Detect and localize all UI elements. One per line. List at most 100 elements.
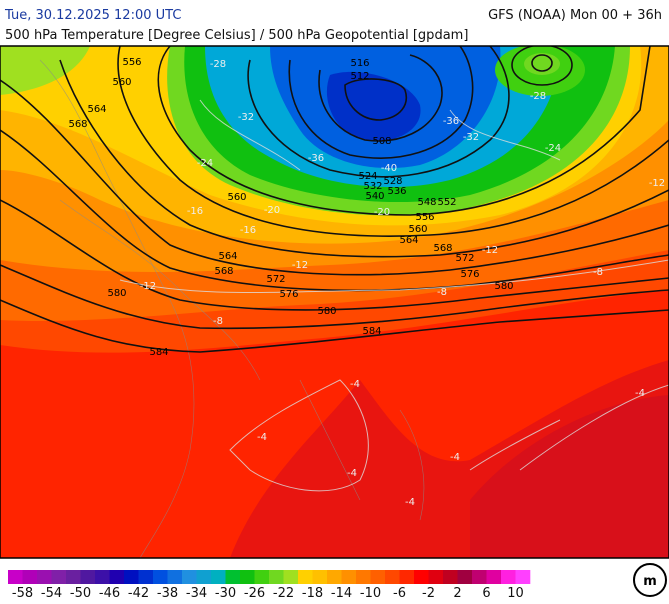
colorbar-swatch xyxy=(167,570,183,584)
colorbar-swatch xyxy=(428,570,444,584)
geopotential-label: 580 xyxy=(317,306,336,317)
geopotential-label: 568 xyxy=(214,266,233,277)
colorbar-tick-label: -54 xyxy=(41,586,62,600)
colorbar-swatch xyxy=(211,570,226,584)
colorbar-tick-label: -2 xyxy=(422,586,435,600)
colorbar-tick-label: -6 xyxy=(393,586,406,600)
geopotential-label: 580 xyxy=(494,281,513,292)
colorbar-swatch xyxy=(385,570,400,584)
colorbar-swatch xyxy=(370,570,386,584)
colorbar-swatch xyxy=(196,570,212,584)
colorbar-swatch xyxy=(283,570,299,584)
colorbar-swatch xyxy=(66,570,81,584)
temperature-label: -24 xyxy=(545,143,561,154)
geopotential-label: 580 xyxy=(107,288,126,299)
geopotential-label: 560 xyxy=(408,224,427,235)
colorbar-tick-label: -50 xyxy=(70,586,91,600)
geopotential-label: 516 xyxy=(350,58,369,69)
temperature-label: -4 xyxy=(257,432,267,443)
geopotential-label: 552 xyxy=(437,197,456,208)
temperature-label: -4 xyxy=(350,379,360,390)
logo xyxy=(633,563,667,597)
colorbar-tick-label: 6 xyxy=(482,586,490,600)
colorbar-tick-label: 2 xyxy=(453,586,461,600)
colorbar-tick-label: -26 xyxy=(244,586,265,600)
colorbar-swatch xyxy=(486,570,502,584)
temperature-label: -4 xyxy=(405,497,415,508)
temperature-label: -8 xyxy=(593,267,603,278)
colorbar-swatch xyxy=(414,570,429,584)
geopotential-label: 576 xyxy=(279,289,298,300)
geopotential-label: 560 xyxy=(112,77,131,88)
geopotential-label: 532 xyxy=(363,181,382,192)
geopotential-label: 584 xyxy=(362,326,381,337)
colorbar-tick-label: -18 xyxy=(302,586,323,600)
colorbar-swatch xyxy=(153,570,168,584)
colorbar-swatch xyxy=(515,570,531,584)
geopotential-label: 584 xyxy=(149,347,168,358)
temperature-label: -4 xyxy=(450,452,460,463)
geopotential-label: 524 xyxy=(358,171,377,182)
temperature-label: -8 xyxy=(437,287,447,298)
geopotential-label: 560 xyxy=(227,192,246,203)
geopotential-label: 568 xyxy=(433,243,452,254)
temperature-label: -20 xyxy=(264,205,280,216)
geopotential-label: 556 xyxy=(122,57,141,68)
colorbar-swatch xyxy=(457,570,473,584)
geopotential-label: 576 xyxy=(460,269,479,280)
colorbar-swatch xyxy=(182,570,197,584)
colorbar-swatch xyxy=(8,570,23,584)
colorbar-tick-label: -30 xyxy=(215,586,236,600)
colorbar-swatch xyxy=(472,570,487,584)
colorbar-swatch xyxy=(124,570,139,584)
geopotential-label: 572 xyxy=(266,274,285,285)
colorbar-tick-label: -34 xyxy=(186,586,207,600)
temperature-label: -28 xyxy=(530,91,546,102)
colorbar-swatch xyxy=(269,570,284,584)
geopotential-label: 564 xyxy=(399,235,418,246)
temperature-label: -36 xyxy=(443,116,459,127)
colorbar-tick-label: -46 xyxy=(99,586,120,600)
colorbar-swatch xyxy=(356,570,371,584)
colorbar-tick-label: -10 xyxy=(360,586,381,600)
colorbar-tick-label: -38 xyxy=(157,586,178,600)
colorbar-swatch xyxy=(254,570,270,584)
colorbar-tick-label: -42 xyxy=(128,586,149,600)
temperature-label: -4 xyxy=(635,388,645,399)
colorbar-tick-label: -22 xyxy=(273,586,294,600)
geopotential-label: 508 xyxy=(372,136,391,147)
colorbar-swatch xyxy=(95,570,110,584)
temperature-label: -40 xyxy=(381,163,397,174)
temperature-label: -16 xyxy=(187,206,203,217)
temperature-label: -12 xyxy=(649,178,665,189)
colorbar-swatch xyxy=(22,570,38,584)
colorbar-swatch xyxy=(399,570,415,584)
datetime: Tue, 30.12.2025 12:00 UTC xyxy=(4,8,181,23)
geopotential-label: 528 xyxy=(383,176,402,187)
temperature-label: -8 xyxy=(213,316,223,327)
geopotential-label: 512 xyxy=(350,71,369,82)
colorbar-tick-label: -58 xyxy=(12,586,33,600)
model-run: GFS (NOAA) Mon 00 + 36h xyxy=(488,8,662,23)
colorbar-swatch xyxy=(501,570,516,584)
colorbar-swatch xyxy=(312,570,328,584)
colorbar-swatch xyxy=(225,570,241,584)
colorbar-swatch xyxy=(341,570,357,584)
colorbar-swatch xyxy=(240,570,255,584)
geopotential-label: 564 xyxy=(87,104,106,115)
geopotential-label: 536 xyxy=(387,186,406,197)
map xyxy=(0,45,669,559)
temperature-label: -20 xyxy=(374,207,390,218)
temperature-label: -4 xyxy=(347,468,357,479)
temperature-label: -12 xyxy=(292,260,308,271)
geopotential-label: 548 xyxy=(417,197,436,208)
temperature-label: -24 xyxy=(197,158,213,169)
geopotential-label: 540 xyxy=(365,191,384,202)
colorbar-swatch xyxy=(51,570,67,584)
colorbar-swatch xyxy=(138,570,154,584)
geopotential-label: 572 xyxy=(455,253,474,264)
colorbar-tick-label: -14 xyxy=(331,586,352,600)
map-frame xyxy=(0,45,669,559)
colorbar-tick-label: 10 xyxy=(507,586,524,600)
